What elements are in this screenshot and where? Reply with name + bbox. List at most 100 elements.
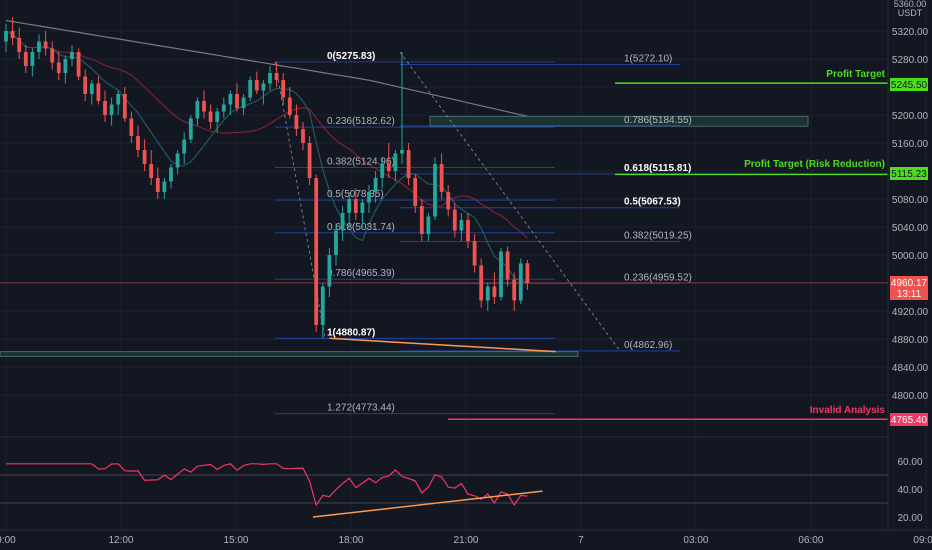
candle-body [261, 83, 266, 91]
annotations[interactable] [0, 82, 888, 420]
current-price-tag [890, 276, 928, 300]
countdown-text: 13:11 [897, 289, 922, 300]
candle-body [195, 101, 200, 119]
candle-body [109, 104, 114, 115]
candle-body [367, 192, 371, 203]
candle-body [360, 202, 365, 213]
time-axis[interactable]: 9:00 12:00 15:00 18:00 21:00 7 03:00 06:00 09:00… [0, 529, 932, 546]
candle-body [505, 251, 510, 280]
candle-body [499, 251, 503, 297]
fib-right-label: 1(5272.10) [624, 54, 672, 65]
candle-body [281, 80, 286, 98]
candle-body [433, 164, 437, 217]
candle-body [334, 230, 338, 255]
fib-right-label: 0.618(5115.81) [624, 163, 691, 174]
candle-body [241, 97, 246, 108]
candle-body [459, 220, 464, 231]
rsi-trendline [312, 490, 543, 518]
candle-body [426, 216, 431, 234]
candle-body [439, 164, 444, 192]
candle-body [452, 209, 457, 231]
price-tick-label: 5080.00 [892, 195, 929, 206]
candle-body [169, 167, 173, 182]
fib-right-label: 0.382(5019.25) [624, 231, 692, 242]
rsi-tick-label: 40.00 [897, 485, 922, 496]
candle-body [400, 150, 404, 154]
rsi-panel [6, 463, 543, 518]
rsi-grid [0, 436, 888, 504]
ma-200-line [5, 19, 528, 117]
candle-body [386, 164, 391, 171]
time-tick-label: 12:00 [108, 535, 133, 546]
candle-body [208, 111, 213, 122]
time-tick-label: 18:00 [338, 535, 363, 546]
candle-body [248, 80, 253, 98]
candle-body [83, 76, 88, 94]
candle-body [149, 164, 154, 178]
candle-body [10, 31, 15, 38]
time-tick-label: 21:00 [453, 535, 478, 546]
candle-body [162, 181, 167, 192]
price-tick-label: 4920.00 [892, 307, 929, 318]
candle-body [525, 263, 530, 283]
price-trendline [329, 337, 556, 353]
candle-body [518, 263, 523, 301]
candle-body [340, 213, 345, 231]
candle-body [492, 286, 497, 297]
time-tick-label: 09:00 [913, 535, 932, 546]
candle-body [43, 41, 48, 49]
profit-target-rr-label: Profit Target (Risk Reduction) [744, 159, 885, 170]
candle-body [373, 178, 378, 192]
time-tick-label: 15:00 [223, 535, 248, 546]
invalid-price-tag-text: 4765.40 [891, 415, 928, 426]
candle-body [96, 83, 101, 101]
fib-right-trend [399, 51, 621, 352]
support-zone [0, 351, 579, 358]
candle-body [314, 178, 319, 325]
candle-body [380, 164, 385, 178]
fib-right-label: 0.5(5067.53) [624, 197, 681, 208]
price-tick-label: 4840.00 [892, 363, 929, 374]
candle-body [103, 101, 107, 115]
candle-body [413, 178, 418, 206]
fib-left-label: 0.618(5031.74) [327, 222, 395, 233]
time-tick-label: 7 [578, 535, 584, 546]
candle-body [129, 118, 134, 136]
currency-label: USDT [898, 8, 923, 18]
candle-body [347, 199, 352, 213]
profit-rr-price-tag [890, 167, 928, 180]
fib-right-label: 0(4862.96) [624, 340, 672, 351]
price-tick-label: 4880.00 [892, 335, 929, 346]
candle-body [56, 62, 61, 73]
price-axis-top: 5360.00 [894, 0, 927, 9]
candle-body [406, 150, 411, 178]
candle-body [228, 94, 233, 105]
fib-left-label: 0.786(4965.39) [327, 268, 395, 279]
candle-body [274, 73, 279, 80]
candle-body [136, 136, 140, 150]
time-tick-label: 06:00 [798, 535, 823, 546]
candle-body [70, 52, 74, 59]
candle-body [142, 150, 147, 164]
candle-body [466, 220, 470, 241]
candle-body [301, 129, 305, 143]
rsi-tick-label: 60.00 [897, 457, 922, 468]
ma-slow-line [5, 30, 528, 239]
candle-body [320, 286, 325, 325]
candle-body [116, 94, 121, 105]
candle-body [76, 52, 81, 77]
candle-body [512, 279, 517, 301]
candle-body [235, 94, 239, 108]
price-tick-label: 4800.00 [892, 391, 929, 402]
fib-right-label: 0.236(4959.52) [624, 272, 692, 283]
rsi-line [6, 463, 528, 507]
candle-body [188, 118, 193, 140]
candle-body [254, 80, 259, 91]
profit-target-label: Profit Target [826, 69, 885, 80]
fib-left-label: 1.272(4773.44) [327, 403, 395, 414]
price-tick-label: 5040.00 [892, 223, 929, 234]
time-tick-label: 9:00 [0, 535, 16, 546]
candle-body [202, 101, 206, 112]
candle-body [23, 52, 28, 66]
